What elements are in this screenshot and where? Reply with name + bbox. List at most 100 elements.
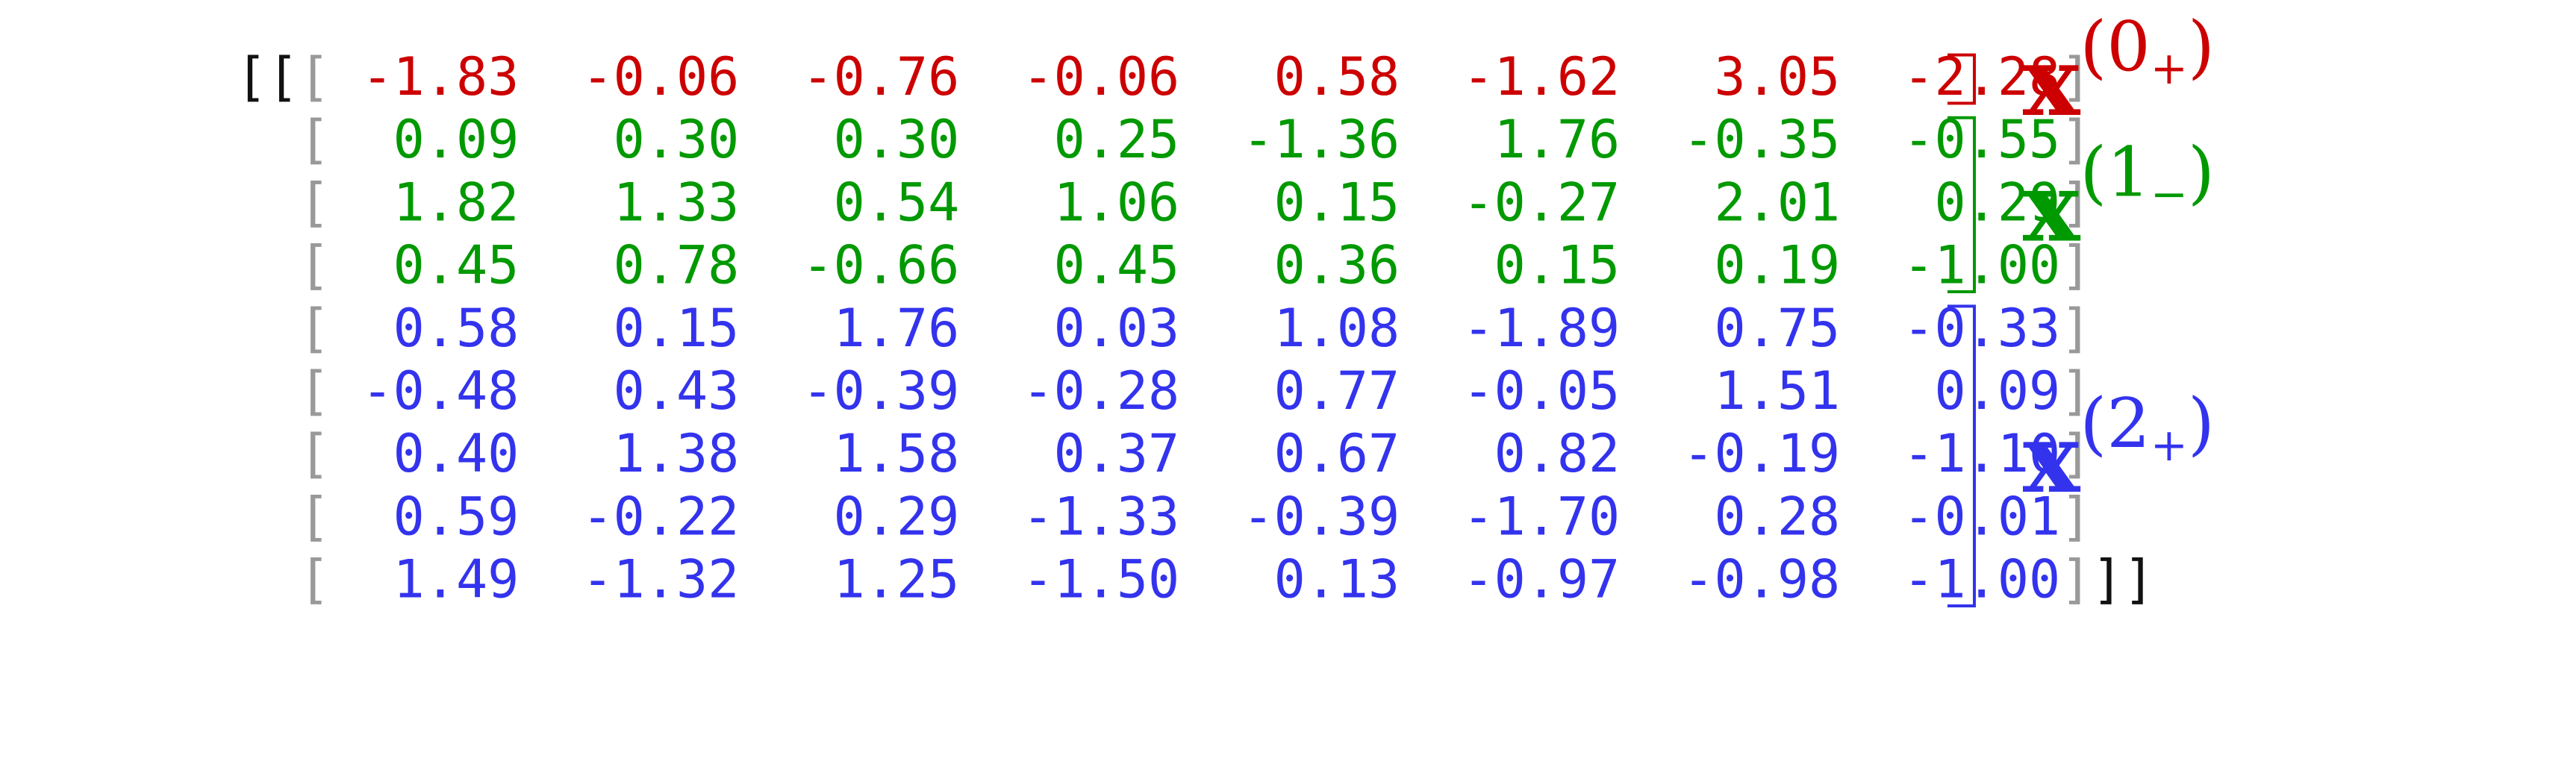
tensor-value: -0.97: [1462, 549, 1620, 610]
group-label-index: 1: [2106, 132, 2151, 212]
tensor-value: 1.58: [834, 423, 960, 484]
group-label: x(0+): [2023, 7, 2215, 138]
row-open-bracket: [: [299, 172, 330, 233]
tensor-value: -0.05: [1462, 360, 1620, 422]
group-label-sign: +: [2151, 419, 2188, 472]
tensor-value: 0.40: [393, 423, 520, 484]
row-open-bracket: [: [299, 360, 330, 422]
outer-close-bracket: ]]: [2092, 549, 2154, 610]
tensor-value: 0.67: [1274, 423, 1400, 484]
group-label-sup-open: (: [2080, 384, 2106, 463]
outer-open-bracket: [[: [236, 46, 299, 107]
tensor-row: [0.40 1.38 1.58 0.37 0.67 0.82 -0.19 -1.10]: [299, 423, 2092, 484]
tensor-value: -0.39: [1242, 486, 1400, 547]
tensor-value: 0.28: [1715, 486, 1841, 547]
tensor-row: [0.58 0.15 1.76 0.03 1.08 -1.89 0.75 -0.33]: [299, 298, 2092, 359]
row-open-bracket: [: [299, 486, 330, 547]
tensor-row: [0.59 -0.22 0.29 -1.33 -0.39 -1.70 0.28 -0.01]: [299, 486, 2092, 547]
row-close-bracket: ]: [2060, 298, 2092, 359]
tensor-value: 0.36: [1274, 235, 1400, 296]
tensor-value: 0.82: [1494, 423, 1621, 484]
tensor-value: 0.15: [1494, 235, 1621, 296]
row-close-bracket: ]: [2060, 109, 2092, 170]
tensor-value: 0.15: [614, 298, 740, 359]
row-close-bracket: ]: [2060, 486, 2092, 547]
tensor-value: 0.45: [393, 235, 520, 296]
tensor-value: 1.33: [614, 172, 740, 233]
tensor-value: 1.51: [1715, 360, 1841, 422]
group-label-sup-close: ): [2188, 132, 2215, 212]
row-close-bracket: ]: [2060, 360, 2092, 422]
row-close-bracket: ]: [2060, 172, 2092, 233]
tensor-value: -1.50: [1022, 549, 1179, 610]
tensor-value: 0.09: [393, 109, 520, 170]
row-close-bracket: ]: [2060, 235, 2092, 296]
tensor-value: 0.78: [614, 235, 740, 296]
tensor-value: -0.28: [1022, 360, 1179, 422]
group-bracket: [1947, 116, 1976, 293]
tensor-value: 0.03: [1054, 298, 1180, 359]
tensor-value: 1.76: [1494, 109, 1621, 170]
group-label-sign: +: [2151, 43, 2188, 95]
tensor-row: [-1.83 -0.06 -0.76 -0.06 0.58 -1.62 3.05 -2.28]: [299, 46, 2092, 107]
tensor-value: 0.15: [1274, 172, 1400, 233]
group-bracket: [1947, 53, 1976, 105]
tensor-value: -0.33: [1903, 298, 2060, 359]
tensor-value: 0.19: [1715, 235, 1841, 296]
tensor-value: 0.45: [1054, 235, 1180, 296]
tensor-value: 1.08: [1274, 298, 1400, 359]
row-open-bracket: [: [299, 109, 330, 170]
tensor-row: [-0.48 0.43 -0.39 -0.28 0.77 -0.05 1.51 0.09]: [299, 360, 2092, 422]
tensor-value: -0.27: [1462, 172, 1620, 233]
tensor-row: [0.09 0.30 0.30 0.25 -1.36 1.76 -0.35 -0.55]: [299, 109, 2092, 170]
tensor-value: 0.25: [1054, 109, 1180, 170]
tensor-value: 0.59: [393, 486, 520, 547]
tensor-value: -0.01: [1903, 486, 2060, 547]
group-bracket: [1947, 304, 1976, 607]
tensor-value: -0.06: [582, 46, 740, 107]
group-label: x(1−): [2023, 132, 2215, 263]
tensor-value: 1.06: [1054, 172, 1180, 233]
tensor-matrix: [[[-1.83 -0.06 -0.76 -0.06 0.58 -1.62 3.05 -2.2…: [236, 46, 2155, 610]
group-label: x(2+): [2023, 384, 2215, 515]
tensor-value: -0.48: [362, 360, 520, 422]
row-open-bracket: [: [299, 549, 330, 610]
tensor-value: -1.36: [1242, 109, 1400, 170]
tensor-value: 1.76: [834, 298, 960, 359]
tensor-value: 1.38: [614, 423, 740, 484]
tensor-value: 0.43: [614, 360, 740, 422]
tensor-value: -0.39: [802, 360, 960, 422]
tensor-value: -0.06: [1022, 46, 1179, 107]
tensor-value: -1.62: [1462, 46, 1620, 107]
row-close-bracket: ]: [2060, 549, 2092, 610]
tensor-value: -0.55: [1903, 109, 2060, 170]
row-open-bracket: [: [299, 235, 330, 296]
tensor-value: 0.58: [393, 298, 520, 359]
tensor-value: -1.70: [1462, 486, 1620, 547]
tensor-value: -2.28: [1903, 46, 2060, 107]
tensor-row: [0.45 0.78 -0.66 0.45 0.36 0.15 0.19 -1.00]: [299, 235, 2092, 296]
tensor-value: -1.10: [1903, 423, 2060, 484]
group-label-index: 2: [2106, 384, 2151, 463]
tensor-value: 0.09: [1935, 360, 2061, 422]
tensor-value: 0.13: [1274, 549, 1400, 610]
tensor-value: -1.00: [1903, 235, 2060, 296]
tensor-value: -1.89: [1462, 298, 1620, 359]
tensor-value: -0.98: [1682, 549, 1840, 610]
group-brackets: [1947, 53, 1976, 607]
group-label-index: 0: [2106, 7, 2151, 87]
tensor-value: 3.05: [1715, 46, 1841, 107]
tensor-value: 0.29: [834, 486, 960, 547]
tensor-value: 0.37: [1054, 423, 1180, 484]
group-label-base: x: [2023, 403, 2081, 515]
row-open-bracket: [: [299, 423, 330, 484]
tensor-value: -1.00: [1903, 549, 2060, 610]
tensor-value: -0.35: [1682, 109, 1840, 170]
tensor-value: 0.75: [1715, 298, 1841, 359]
group-label-sign: −: [2151, 168, 2188, 220]
tensor-value: -0.19: [1682, 423, 1840, 484]
group-label-base: x: [2023, 151, 2081, 263]
tensor-value: 0.58: [1274, 46, 1400, 107]
group-labels: x(0+)x(1−)x(2+): [2023, 7, 2215, 515]
tensor-value: -1.83: [362, 46, 520, 107]
